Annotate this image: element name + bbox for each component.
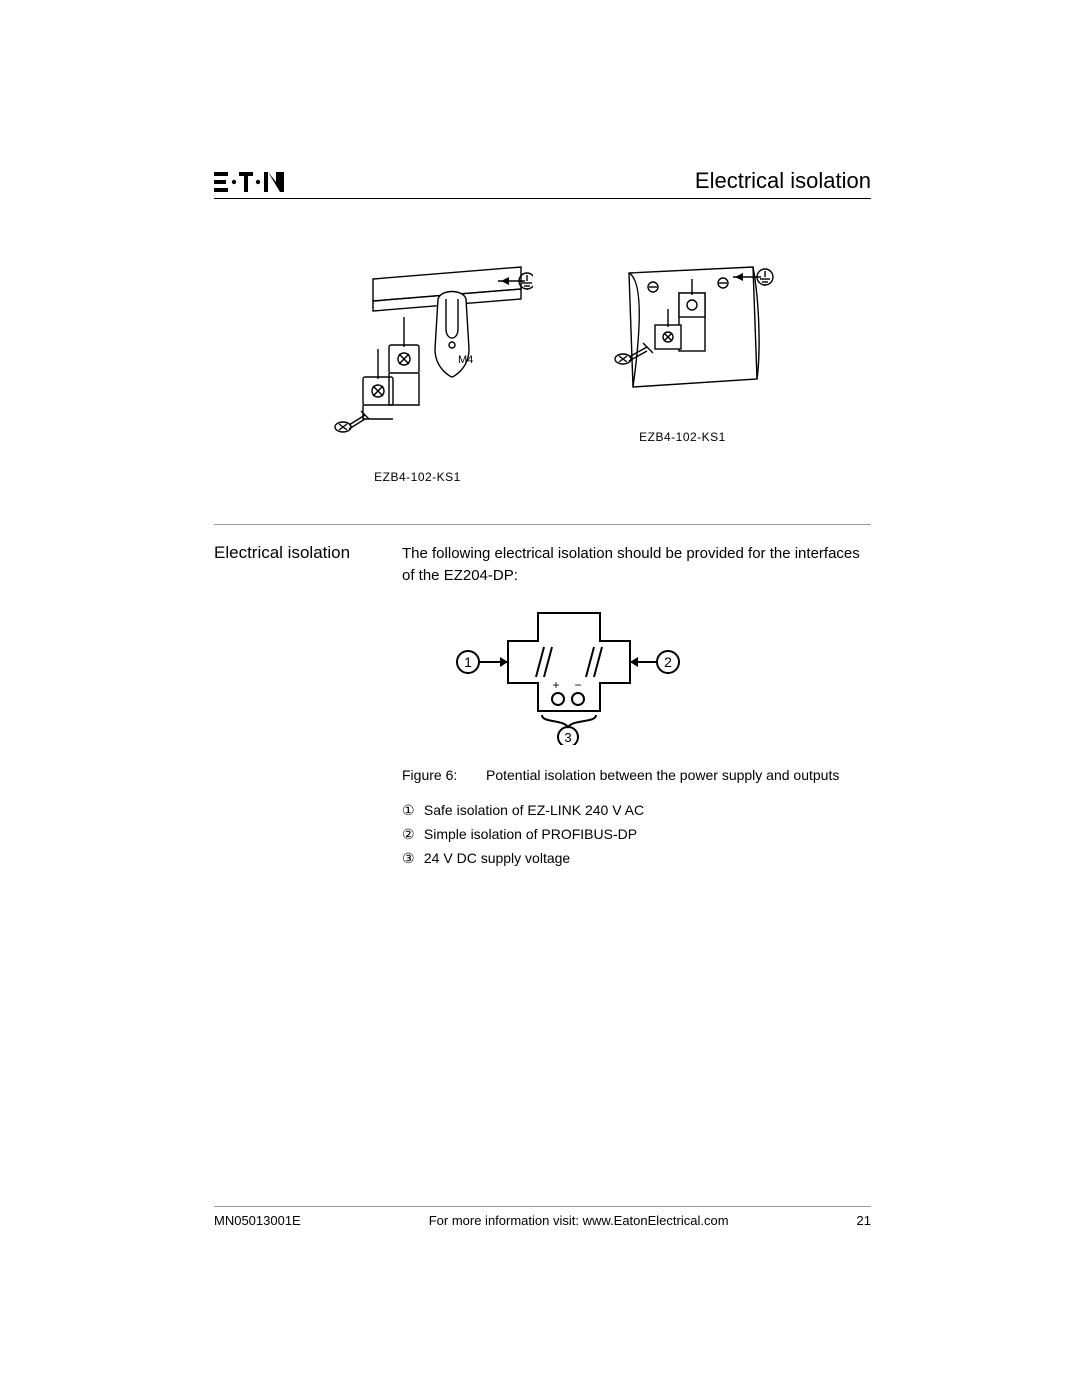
section-intro: The following electrical isolation shoul…: [402, 543, 871, 587]
figure-caption: Figure 6: Potential isolation between th…: [402, 765, 871, 785]
legend-text: 24 V DC supply voltage: [424, 850, 570, 866]
plus-label: +: [552, 678, 559, 692]
mounting-figure-din-rail: M4: [303, 259, 533, 484]
part-number-label: EZB4-102-KS1: [303, 470, 533, 484]
eaton-logo: [214, 170, 300, 194]
figure-caption-label: Figure 6:: [402, 765, 468, 785]
callout-3: 3: [564, 730, 571, 745]
section-body: The following electrical isolation shoul…: [402, 543, 871, 872]
legend-item: ③ 24 V DC supply voltage: [402, 848, 871, 868]
legend-num: ③: [402, 848, 420, 868]
legend-text: Simple isolation of PROFIBUS-DP: [424, 826, 637, 842]
callout-1: 1: [464, 654, 472, 670]
mounting-figure-panel: EZB4-102-KS1: [583, 259, 783, 484]
isolation-diagram: 1 2 3 + −: [450, 605, 871, 752]
mounting-figures: M4: [214, 259, 871, 484]
part-number-label: EZB4-102-KS1: [583, 430, 783, 444]
legend-num: ②: [402, 824, 420, 844]
m4-label: M4: [458, 354, 473, 366]
page-number: 21: [857, 1213, 871, 1228]
footer-info: For more information visit: www.EatonEle…: [429, 1213, 729, 1228]
legend-item: ① Safe isolation of EZ-LINK 240 V AC: [402, 800, 871, 820]
legend-list: ① Safe isolation of EZ-LINK 240 V AC ② S…: [402, 800, 871, 869]
page-footer: MN05013001E For more information visit: …: [214, 1206, 871, 1228]
section-heading: Electrical isolation: [214, 543, 374, 872]
callout-2: 2: [664, 654, 672, 670]
figure-caption-text: Potential isolation between the power su…: [486, 765, 839, 785]
page-header: Electrical isolation: [214, 168, 871, 199]
legend-item: ② Simple isolation of PROFIBUS-DP: [402, 824, 871, 844]
legend-num: ①: [402, 800, 420, 820]
doc-id: MN05013001E: [214, 1213, 301, 1228]
page: Electrical isolation: [214, 168, 871, 1228]
page-title: Electrical isolation: [695, 168, 871, 194]
section-electrical-isolation: Electrical isolation The following elect…: [214, 524, 871, 872]
minus-label: −: [574, 678, 581, 692]
legend-text: Safe isolation of EZ-LINK 240 V AC: [424, 802, 644, 818]
